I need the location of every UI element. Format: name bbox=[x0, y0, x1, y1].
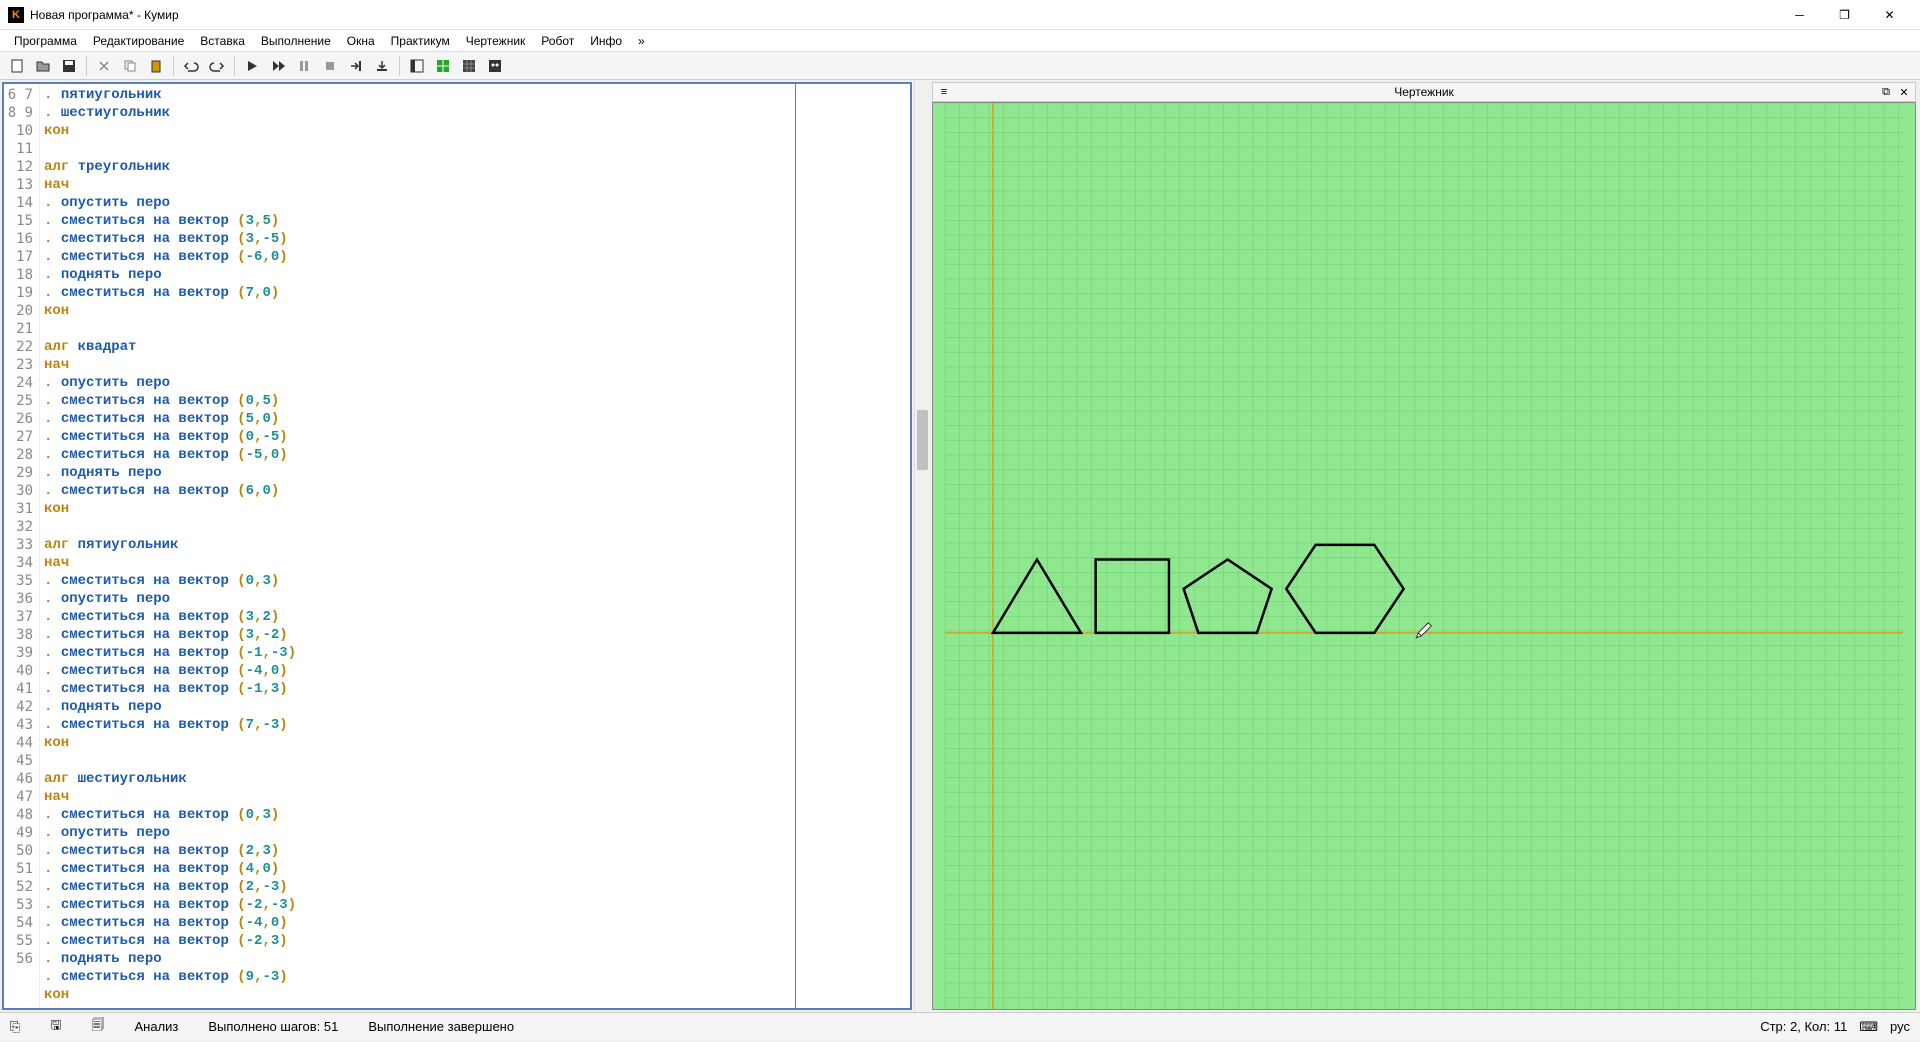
new-file-button[interactable] bbox=[6, 55, 28, 77]
status-bar: ⎘ 🖫 🗐 Анализ Выполнено шагов: 51 Выполне… bbox=[0, 1012, 1920, 1040]
status-icon-3[interactable]: 🗐 bbox=[91, 1016, 104, 1038]
editor-margin-pane bbox=[795, 84, 910, 1008]
paste-button[interactable] bbox=[145, 55, 167, 77]
menu-item[interactable]: Инфо bbox=[582, 31, 630, 51]
status-steps: Выполнено шагов: 51 bbox=[208, 1019, 338, 1034]
drawer-title-bar: ≡ Чертежник ⧉ ✕ bbox=[932, 82, 1916, 102]
maximize-button[interactable]: ❐ bbox=[1822, 0, 1867, 30]
redo-button[interactable] bbox=[206, 55, 228, 77]
toolbar bbox=[0, 52, 1920, 80]
menu-bar: ПрограммаРедактированиеВставкаВыполнение… bbox=[0, 30, 1920, 52]
toolbar-separator bbox=[234, 56, 235, 76]
canvas-svg bbox=[933, 103, 1915, 1009]
code-editor[interactable]: 6 7 8 9 10 11 12 13 14 15 16 17 18 19 20… bbox=[2, 82, 912, 1010]
status-analysis: Анализ bbox=[134, 1019, 178, 1034]
menu-item[interactable]: Окна bbox=[339, 31, 383, 51]
status-icon-2[interactable]: 🖫 bbox=[50, 1016, 61, 1038]
save-file-button[interactable] bbox=[58, 55, 80, 77]
panel-close-button[interactable]: ✕ bbox=[1897, 85, 1911, 99]
app-logo: K bbox=[8, 7, 24, 23]
cut-button[interactable] bbox=[93, 55, 115, 77]
window-title: Новая программа* - Кумир bbox=[30, 8, 1777, 22]
line-gutter: 6 7 8 9 10 11 12 13 14 15 16 17 18 19 20… bbox=[4, 84, 40, 1008]
menu-item[interactable]: Редактирование bbox=[85, 31, 192, 51]
drawer-panel: ≡ Чертежник ⧉ ✕ bbox=[932, 82, 1916, 1010]
close-button[interactable]: ✕ bbox=[1867, 0, 1912, 30]
code-content[interactable]: . пятиугольник . шестиугольник кон алг т… bbox=[40, 84, 795, 1008]
copy-button[interactable] bbox=[119, 55, 141, 77]
menu-item[interactable]: Выполнение bbox=[253, 31, 339, 51]
menu-item[interactable]: Чертежник bbox=[458, 31, 534, 51]
robot-button[interactable] bbox=[484, 55, 506, 77]
menu-item[interactable]: Программа bbox=[6, 31, 85, 51]
menu-item[interactable]: Робот bbox=[533, 31, 582, 51]
title-bar: K Новая программа* - Кумир ─ ❐ ✕ bbox=[0, 0, 1920, 30]
toolbar-separator bbox=[399, 56, 400, 76]
keyboard-icon[interactable]: ⌨ bbox=[1859, 1019, 1878, 1035]
stop-button[interactable] bbox=[319, 55, 341, 77]
toolbar-separator bbox=[86, 56, 87, 76]
grid-green-button[interactable] bbox=[432, 55, 454, 77]
menu-item[interactable]: Практикум bbox=[383, 31, 458, 51]
vertical-scrollbar[interactable] bbox=[914, 80, 930, 1012]
step-over-button[interactable] bbox=[345, 55, 367, 77]
status-lang: рус bbox=[1890, 1019, 1910, 1034]
menu-item[interactable]: Вставка bbox=[192, 31, 253, 51]
run-fast-button[interactable] bbox=[267, 55, 289, 77]
drawing-canvas[interactable] bbox=[932, 102, 1916, 1010]
status-icon-1[interactable]: ⎘ bbox=[10, 1019, 20, 1035]
grid-dark-button[interactable] bbox=[458, 55, 480, 77]
toolbar-separator bbox=[173, 56, 174, 76]
pause-button[interactable] bbox=[293, 55, 315, 77]
menu-item[interactable]: » bbox=[630, 31, 653, 51]
run-button[interactable] bbox=[241, 55, 263, 77]
status-cursor-pos: Стр: 2, Кол: 11 bbox=[1760, 1019, 1847, 1034]
toggle-1-button[interactable] bbox=[406, 55, 428, 77]
step-into-button[interactable] bbox=[371, 55, 393, 77]
minimize-button[interactable]: ─ bbox=[1777, 0, 1822, 30]
open-file-button[interactable] bbox=[32, 55, 54, 77]
main-area: 6 7 8 9 10 11 12 13 14 15 16 17 18 19 20… bbox=[0, 80, 1920, 1012]
status-state: Выполнение завершено bbox=[368, 1019, 514, 1034]
undo-button[interactable] bbox=[180, 55, 202, 77]
scroll-thumb[interactable] bbox=[917, 410, 928, 470]
panel-menu-icon[interactable]: ≡ bbox=[937, 85, 951, 99]
panel-popout-button[interactable]: ⧉ bbox=[1879, 85, 1893, 99]
